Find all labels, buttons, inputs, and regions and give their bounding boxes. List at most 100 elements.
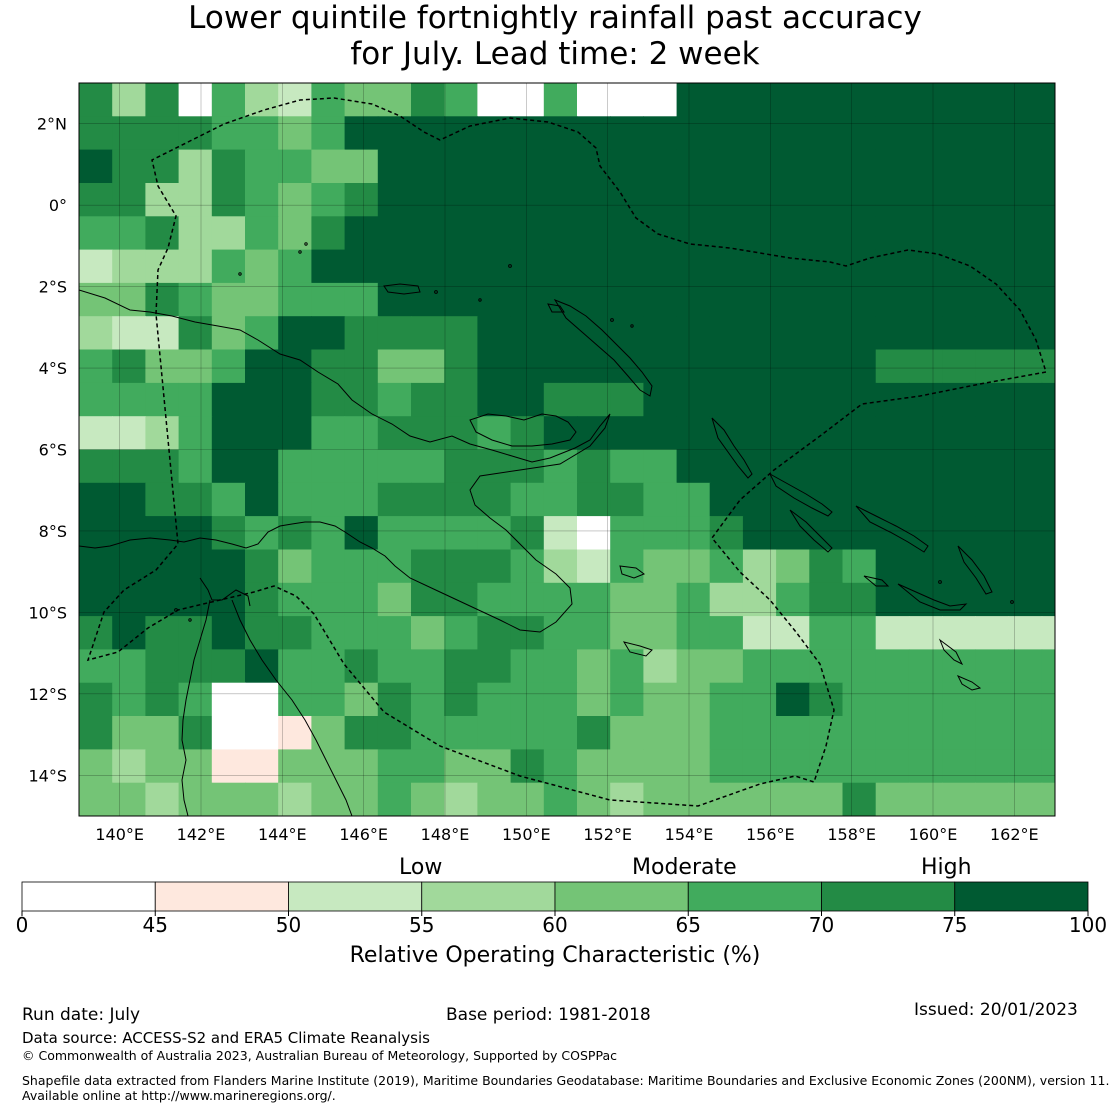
grid-cell [742, 149, 777, 184]
grid-cell [1041, 116, 1055, 151]
grid-cell [676, 149, 711, 184]
grid-cell [543, 616, 578, 650]
grid-cell [1008, 716, 1043, 750]
grid-cell [444, 749, 478, 784]
grid-cell [1041, 216, 1055, 251]
grid-cell [643, 549, 678, 584]
grid-cell [477, 782, 512, 816]
longitude-tick-label: 160°E [909, 825, 958, 844]
grid-cell [444, 616, 478, 650]
data-source: Data source: ACCESS-S2 and ERA5 Climate … [22, 1029, 430, 1047]
grid-cell [543, 416, 578, 451]
grid-cell [942, 83, 976, 117]
grid-cell [942, 716, 976, 750]
grid-cell [676, 249, 711, 284]
grid-cell [145, 316, 180, 351]
grid-cell [411, 582, 445, 617]
grid-cell [908, 349, 943, 384]
grid-cell [211, 682, 246, 717]
grid-cell [510, 516, 545, 550]
grid-cell [211, 516, 246, 550]
grid-cell [211, 716, 246, 750]
longitude-tick-label: 144°E [258, 825, 307, 844]
grid-cell [543, 682, 578, 717]
shapefile-credit-line-1: Shapefile data extracted from Flanders M… [22, 1073, 1110, 1088]
grid-cell [444, 782, 478, 816]
islet [508, 264, 512, 268]
grid-cell [145, 349, 180, 384]
grid-cell [444, 449, 478, 484]
grid-cell [444, 216, 478, 251]
grid-cell [975, 582, 1010, 617]
grid-cell [377, 183, 412, 217]
grid-cell [344, 582, 379, 617]
colorbar [21, 881, 1089, 912]
grid-cell [477, 582, 512, 617]
grid-cell [1041, 516, 1055, 550]
grid-cell [311, 116, 346, 151]
grid-cell [1008, 449, 1043, 484]
grid-cell [543, 83, 578, 117]
grid-cell [676, 516, 711, 550]
grid-cell [709, 716, 744, 750]
grid-cell [510, 682, 545, 717]
colorbar-tick-label: 50 [276, 913, 301, 937]
grid-cell [278, 649, 312, 684]
grid-cell [344, 549, 379, 584]
grid-cell [245, 482, 279, 517]
grid-cell [145, 749, 180, 784]
grid-cell [809, 116, 844, 151]
woodlark-island-coastline [547, 303, 565, 313]
grid-cell [1008, 749, 1043, 784]
grid-cell [942, 349, 976, 384]
grid-cell [344, 649, 379, 684]
grid-cell [112, 316, 146, 351]
grid-cell [411, 716, 445, 750]
grid-cell [344, 116, 379, 151]
grid-cell [1008, 83, 1043, 117]
grid-cell [643, 716, 678, 750]
grid-cell [1008, 649, 1043, 684]
grid-cell [543, 449, 578, 484]
grid-cell [79, 183, 113, 217]
grid-cell [510, 382, 545, 417]
grid-cell [842, 516, 877, 550]
grid-cell [477, 249, 512, 284]
grid-cell [178, 449, 213, 484]
grid-cell [178, 249, 213, 284]
grid-cell [975, 516, 1010, 550]
grid-cell [178, 316, 213, 351]
grid-cell [112, 382, 146, 417]
grid-cell [643, 682, 678, 717]
latitude-tick-label: 2°N [37, 115, 67, 134]
grid-cell [510, 549, 545, 584]
grid-cell [79, 449, 113, 484]
grid-cell [577, 149, 611, 184]
grid-cell [643, 83, 678, 117]
grid-cell [377, 449, 412, 484]
grid-cell [1008, 249, 1043, 284]
grid-cell [377, 116, 412, 151]
islet [298, 250, 302, 254]
grid-cell [942, 682, 976, 717]
coastlines [79, 242, 1014, 816]
grid-cell [112, 449, 146, 484]
grid-cell [1041, 682, 1055, 717]
grid-cell [311, 149, 346, 184]
grid-cell [875, 183, 910, 217]
grid-cell [510, 349, 545, 384]
grid-cell [809, 582, 844, 617]
grid-cell [245, 116, 279, 151]
grid-cell [377, 682, 412, 717]
grid-cell [211, 416, 246, 451]
grid-cell [577, 649, 611, 684]
grid-cell [510, 449, 545, 484]
grid-cell [709, 782, 744, 816]
grid-cell [245, 616, 279, 650]
grid-cell [79, 782, 113, 816]
grid-cell [178, 549, 213, 584]
grid-cell [975, 682, 1010, 717]
grid-cell [178, 282, 213, 317]
grid-cell [942, 616, 976, 650]
grid-cell [311, 83, 346, 117]
